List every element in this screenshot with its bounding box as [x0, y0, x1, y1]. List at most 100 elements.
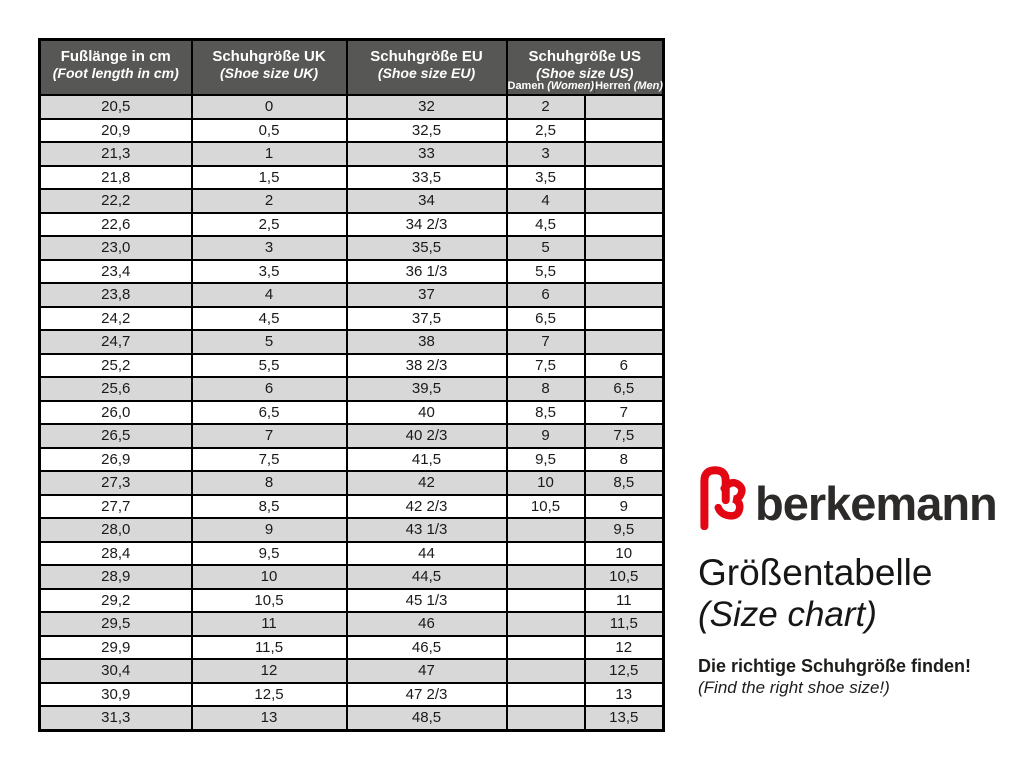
- uk-size-cell: 7,5: [190, 446, 348, 472]
- table-row: 21,3 1 33 3: [38, 141, 665, 167]
- foot-length-cell: 20,9: [38, 117, 193, 143]
- us-women-cell: 8: [505, 376, 586, 402]
- subheader-us-women-de: Damen: [507, 80, 545, 92]
- eu-size-cell: 46: [345, 611, 508, 637]
- eu-size-cell: 41,5: [345, 446, 508, 472]
- us-men-cell: 12: [583, 634, 665, 660]
- eu-size-cell: 33: [345, 141, 508, 167]
- foot-length-cell: 25,6: [38, 376, 193, 402]
- uk-size-cell: 6: [190, 376, 348, 402]
- table-row: 29,2 10,5 45 1/3 11: [38, 587, 665, 613]
- eu-size-cell: 34: [345, 188, 508, 214]
- uk-size-cell: 6,5: [190, 399, 348, 425]
- header-foot-length: Fußlänge in cm (Foot length in cm): [38, 38, 193, 96]
- us-men-cell: 13: [583, 681, 665, 707]
- us-men-cell: [583, 141, 665, 167]
- eu-size-cell: 32,5: [345, 117, 508, 143]
- us-women-cell: 8,5: [505, 399, 586, 425]
- table-row: 28,9 10 44,5 10,5: [38, 564, 665, 590]
- foot-length-cell: 25,2: [38, 352, 193, 378]
- uk-size-cell: 13: [190, 705, 348, 731]
- uk-size-cell: 11,5: [190, 634, 348, 660]
- table-row: 23,4 3,5 36 1/3 5,5: [38, 258, 665, 284]
- eu-size-cell: 48,5: [345, 705, 508, 731]
- size-table-header: Fußlänge in cm (Foot length in cm) Schuh…: [38, 38, 665, 96]
- eu-size-cell: 38 2/3: [345, 352, 508, 378]
- us-women-cell: 6: [505, 282, 586, 308]
- table-row: 24,2 4,5 37,5 6,5: [38, 305, 665, 331]
- eu-size-cell: 42 2/3: [345, 493, 508, 519]
- us-women-cell: [505, 517, 586, 543]
- eu-size-cell: 37: [345, 282, 508, 308]
- uk-size-cell: 3,5: [190, 258, 348, 284]
- header-us-size: Schuhgröße US (Shoe size US) Damen (Wome…: [505, 38, 665, 96]
- header-foot-length-title: Fußlänge in cm: [60, 48, 171, 65]
- us-men-cell: [583, 164, 665, 190]
- us-women-cell: 10,5: [505, 493, 586, 519]
- us-women-cell: 4,5: [505, 211, 586, 237]
- eu-size-cell: 47: [345, 658, 508, 684]
- foot-length-cell: 29,5: [38, 611, 193, 637]
- us-men-cell: 6: [583, 352, 665, 378]
- us-women-cell: [505, 634, 586, 660]
- table-row: 26,0 6,5 40 8,5 7: [38, 399, 665, 425]
- eu-size-cell: 40: [345, 399, 508, 425]
- header-eu-size-title: Schuhgröße EU: [370, 48, 483, 65]
- uk-size-cell: 11: [190, 611, 348, 637]
- page-title: Größentabelle: [698, 552, 933, 593]
- uk-size-cell: 10,5: [190, 587, 348, 613]
- table-row: 22,6 2,5 34 2/3 4,5: [38, 211, 665, 237]
- uk-size-cell: 8: [190, 470, 348, 496]
- eu-size-cell: 46,5: [345, 634, 508, 660]
- us-men-cell: [583, 94, 665, 120]
- uk-size-cell: 4: [190, 282, 348, 308]
- table-row: 30,4 12 47 12,5: [38, 658, 665, 684]
- eu-size-cell: 33,5: [345, 164, 508, 190]
- table-row: 27,3 8 42 10 8,5: [38, 470, 665, 496]
- table-row: 21,8 1,5 33,5 3,5: [38, 164, 665, 190]
- foot-length-cell: 22,6: [38, 211, 193, 237]
- us-women-cell: 9,5: [505, 446, 586, 472]
- us-women-cell: 2: [505, 94, 586, 120]
- table-row: 31,3 13 48,5 13,5: [38, 705, 665, 731]
- uk-size-cell: 5: [190, 329, 348, 355]
- us-women-cell: 2,5: [505, 117, 586, 143]
- brand-panel: berkemann Größentabelle (Size chart) Die…: [698, 466, 1018, 698]
- uk-size-cell: 0,5: [190, 117, 348, 143]
- header-eu-size-subtitle: (Shoe size EU): [377, 65, 476, 82]
- uk-size-cell: 3: [190, 235, 348, 261]
- eu-size-cell: 43 1/3: [345, 517, 508, 543]
- us-women-cell: [505, 705, 586, 731]
- us-women-cell: 6,5: [505, 305, 586, 331]
- eu-size-cell: 35,5: [345, 235, 508, 261]
- table-row: 25,2 5,5 38 2/3 7,5 6: [38, 352, 665, 378]
- foot-length-cell: 27,3: [38, 470, 193, 496]
- eu-size-cell: 32: [345, 94, 508, 120]
- us-women-cell: [505, 681, 586, 707]
- us-women-cell: [505, 658, 586, 684]
- foot-length-cell: 27,7: [38, 493, 193, 519]
- us-subheader-row: Damen (Women) Herren (Men): [508, 80, 663, 93]
- tagline: Die richtige Schuhgröße finden!: [698, 656, 972, 677]
- us-men-cell: [583, 211, 665, 237]
- us-men-cell: 8: [583, 446, 665, 472]
- us-women-cell: [505, 611, 586, 637]
- uk-size-cell: 12,5: [190, 681, 348, 707]
- foot-length-cell: 30,4: [38, 658, 193, 684]
- table-row: 20,5 0 32 2: [38, 94, 665, 120]
- header-foot-length-subtitle: (Foot length in cm): [52, 65, 179, 82]
- table-row: 23,8 4 37 6: [38, 282, 665, 308]
- foot-length-cell: 21,8: [38, 164, 193, 190]
- uk-size-cell: 1: [190, 141, 348, 167]
- foot-length-cell: 24,7: [38, 329, 193, 355]
- table-row: 29,5 11 46 11,5: [38, 611, 665, 637]
- table-row: 29,9 11,5 46,5 12: [38, 634, 665, 660]
- uk-size-cell: 2,5: [190, 211, 348, 237]
- us-women-cell: 5: [505, 235, 586, 261]
- us-men-cell: [583, 188, 665, 214]
- uk-size-cell: 4,5: [190, 305, 348, 331]
- eu-size-cell: 38: [345, 329, 508, 355]
- foot-length-cell: 20,5: [38, 94, 193, 120]
- us-men-cell: 9,5: [583, 517, 665, 543]
- uk-size-cell: 8,5: [190, 493, 348, 519]
